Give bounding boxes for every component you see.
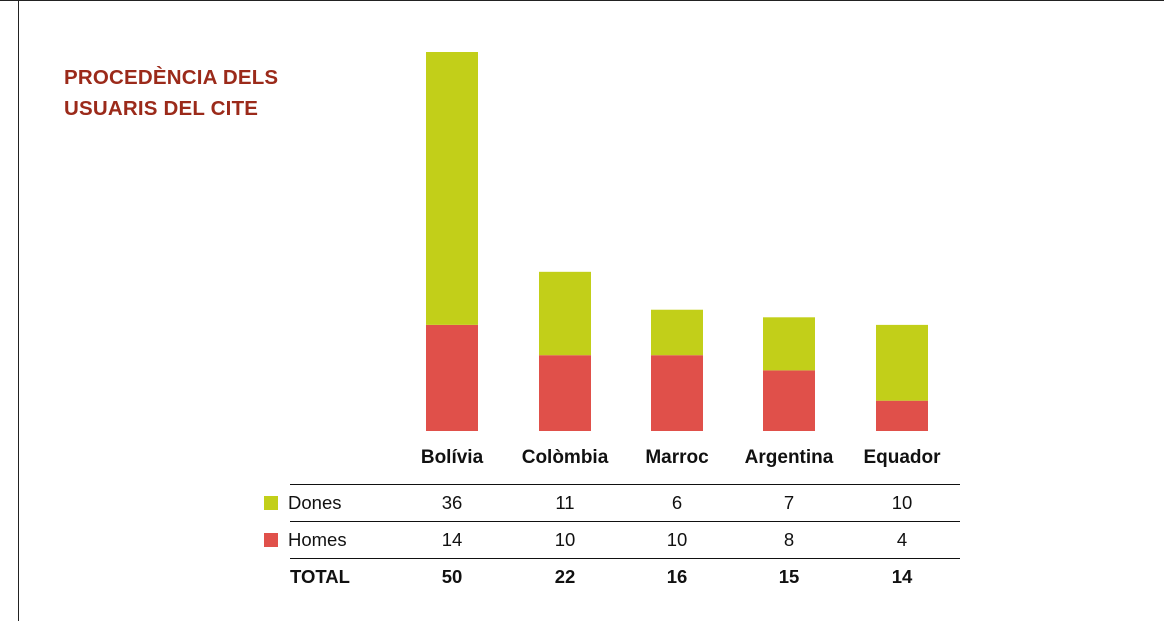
category-label-colombia: Colòmbia bbox=[522, 447, 609, 468]
table-row-dones: Dones 36 11 6 7 10 bbox=[264, 484, 960, 521]
dones-legend-swatch bbox=[264, 496, 278, 510]
bar-colombia-homes bbox=[539, 355, 591, 431]
homes-cell: 4 bbox=[896, 529, 908, 550]
dones-cell: 6 bbox=[671, 492, 683, 513]
stacked-bar-chart: Bolívia Colòmbia Marroc Argentina Equador bbox=[421, 52, 941, 468]
total-cell: 14 bbox=[891, 566, 913, 587]
bar-marroc-homes bbox=[651, 355, 703, 431]
dones-cell: 11 bbox=[555, 492, 575, 513]
total-label: TOTAL bbox=[290, 566, 350, 587]
bar-argentina-dones bbox=[763, 317, 815, 371]
bar-bolivia-dones bbox=[426, 52, 478, 325]
table-row-total: TOTAL 50 22 16 15 14 bbox=[290, 559, 960, 595]
bar-equador-homes bbox=[876, 400, 928, 431]
dones-cell: 7 bbox=[783, 492, 795, 513]
total-cell: 50 bbox=[441, 566, 463, 587]
bar-colombia-dones bbox=[539, 271, 591, 356]
homes-legend-swatch bbox=[264, 533, 278, 547]
dones-label: Dones bbox=[288, 492, 342, 513]
homes-cell: 8 bbox=[783, 529, 795, 550]
frame-top-border bbox=[0, 0, 1164, 1]
chart-title-line-2: USUARIS DEL CITE bbox=[64, 97, 259, 120]
homes-label: Homes bbox=[288, 529, 347, 550]
homes-cell: 10 bbox=[666, 529, 688, 550]
category-label-marroc: Marroc bbox=[645, 447, 709, 468]
row-label-dones: Dones bbox=[264, 492, 342, 514]
chart-title-line-1: PROCEDÈNCIA DELS bbox=[64, 66, 279, 89]
data-table: Dones 36 11 6 7 10 Homes 14 10 10 8 4 TO… bbox=[264, 484, 960, 595]
total-cell: 15 bbox=[778, 566, 800, 587]
bar-argentina-homes bbox=[763, 370, 815, 431]
bar-marroc-dones bbox=[651, 309, 703, 356]
chart-title: PROCEDÈNCIA DELS USUARIS DEL CITE bbox=[64, 62, 354, 124]
dones-cell: 10 bbox=[891, 492, 913, 513]
dones-cell: 36 bbox=[441, 492, 463, 513]
homes-cell: 10 bbox=[554, 529, 576, 550]
bar-bolivia-homes bbox=[426, 324, 478, 431]
bar-equador-dones bbox=[876, 324, 928, 401]
category-label-bolivia: Bolívia bbox=[421, 447, 484, 468]
row-label-homes: Homes bbox=[264, 529, 347, 551]
homes-cell: 14 bbox=[441, 529, 463, 550]
table-row-homes: Homes 14 10 10 8 4 bbox=[264, 521, 960, 559]
category-label-argentina: Argentina bbox=[745, 447, 834, 468]
total-cell: 22 bbox=[554, 566, 576, 587]
frame-left-border bbox=[18, 0, 19, 621]
category-label-equador: Equador bbox=[863, 447, 941, 468]
total-cell: 16 bbox=[666, 566, 688, 587]
